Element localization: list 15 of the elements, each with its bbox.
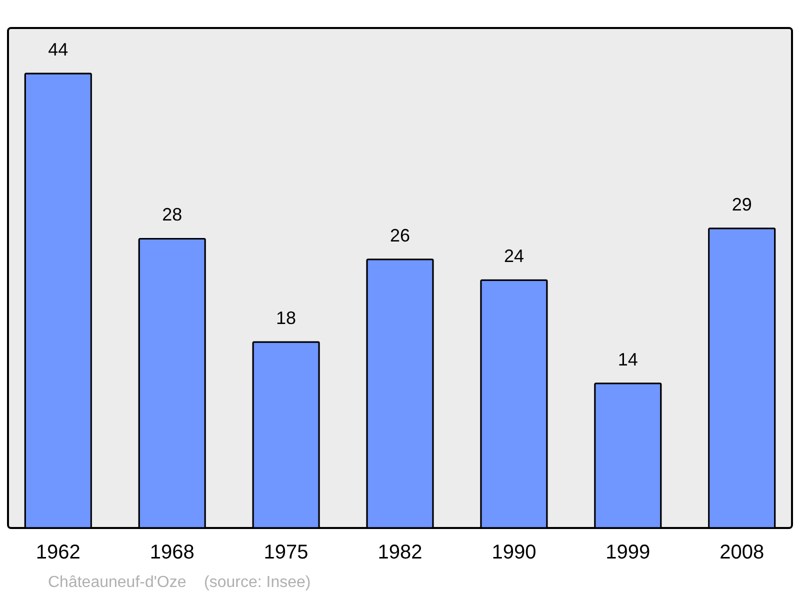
x-tick-label: 1975 bbox=[264, 542, 308, 564]
data-label: 18 bbox=[276, 308, 296, 328]
x-tick-label: 1968 bbox=[150, 542, 194, 564]
x-tick-label: 2008 bbox=[720, 542, 764, 564]
data-label: 29 bbox=[732, 194, 752, 214]
data-label: 28 bbox=[162, 204, 182, 225]
data-label: 24 bbox=[504, 246, 524, 266]
data-label: 26 bbox=[390, 225, 410, 246]
text: Châteauneuf-d'Oze (source: Insee) bbox=[48, 574, 311, 592]
x-tick-label: 1999 bbox=[606, 542, 650, 564]
data-label: 44 bbox=[48, 39, 68, 60]
x-tick-label: 1990 bbox=[492, 542, 536, 564]
data-label: 14 bbox=[618, 349, 638, 370]
x-tick-label: 1962 bbox=[36, 542, 80, 564]
x-tick-label: 1982 bbox=[378, 542, 422, 564]
